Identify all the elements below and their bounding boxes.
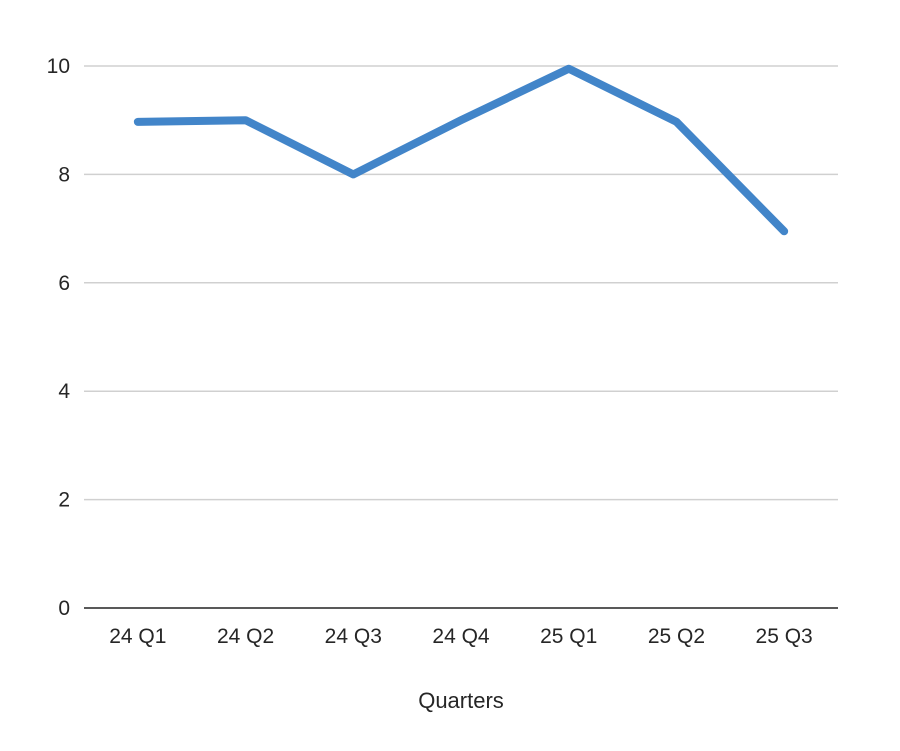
x-axis-title: Quarters: [418, 688, 504, 713]
x-tick-label: 24 Q2: [217, 625, 274, 648]
y-tick-label: 10: [47, 55, 70, 78]
x-tick-label: 24 Q4: [432, 625, 490, 648]
y-tick-label: 0: [58, 597, 70, 620]
x-tick-label: 24 Q1: [109, 625, 166, 648]
x-tick-label: 25 Q2: [648, 625, 705, 648]
y-tick-label: 4: [58, 380, 70, 403]
series-layer: [133, 64, 789, 236]
y-tick-label: 2: [58, 489, 70, 512]
x-tick-label: 25 Q1: [540, 625, 597, 648]
x-axis-tick-labels: 24 Q1 24 Q2 24 Q3 24 Q4 25 Q1 25 Q2 25 Q3: [109, 625, 813, 648]
x-tick-label: 25 Q3: [756, 625, 813, 648]
series-line: [133, 64, 789, 236]
y-axis-tick-labels: 0 2 4 6 8 10: [47, 55, 71, 620]
gridlines: [84, 65, 838, 501]
y-tick-label: 6: [58, 272, 70, 295]
x-tick-label: 24 Q3: [325, 625, 382, 648]
y-tick-label: 8: [58, 163, 70, 186]
